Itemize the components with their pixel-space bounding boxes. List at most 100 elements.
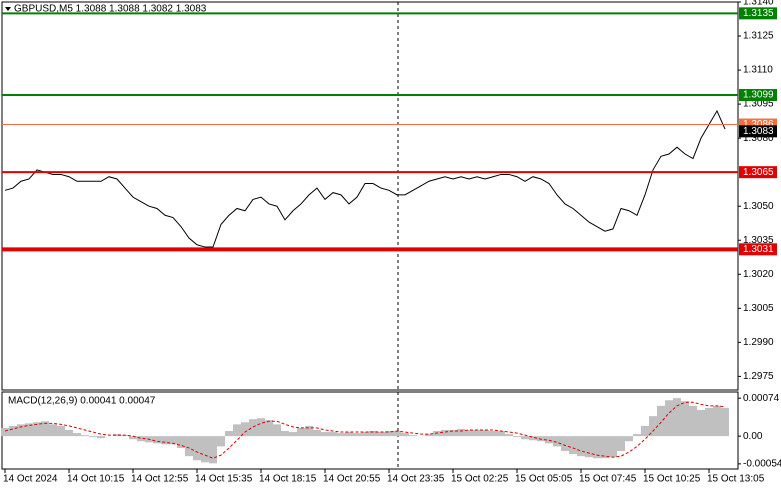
macd-bar bbox=[665, 400, 673, 437]
macd-bar bbox=[353, 433, 361, 437]
macd-bar bbox=[385, 431, 393, 437]
macd-bar bbox=[457, 428, 465, 437]
x-tick-label: 15 Oct 13:05 bbox=[707, 474, 765, 485]
macd-bar bbox=[569, 436, 577, 455]
y-tick-label: 1.3125 bbox=[743, 31, 774, 42]
macd-bar bbox=[529, 436, 537, 441]
macd-bar bbox=[593, 436, 601, 459]
macd-bar bbox=[97, 436, 105, 439]
macd-bar bbox=[617, 436, 625, 452]
level-label: 1.3099 bbox=[743, 90, 774, 101]
macd-bar bbox=[329, 432, 337, 437]
macd-bar bbox=[289, 432, 297, 437]
macd-bar bbox=[481, 429, 489, 437]
macd-bar bbox=[57, 425, 65, 437]
macd-bar bbox=[649, 416, 657, 437]
macd-bar bbox=[705, 407, 713, 437]
level-label: 1.3086 bbox=[743, 119, 774, 130]
macd-bar bbox=[577, 436, 585, 457]
macd-bar bbox=[217, 436, 225, 447]
macd-bar bbox=[337, 433, 345, 437]
macd-bar bbox=[561, 436, 569, 452]
macd-bar bbox=[633, 434, 641, 437]
y-tick-label: 1.3080 bbox=[743, 133, 774, 144]
macd-bar bbox=[129, 436, 137, 440]
macd-bar bbox=[425, 434, 433, 437]
macd-bar bbox=[73, 433, 81, 437]
y-tick-label: -0.00054 bbox=[743, 459, 781, 470]
menu-icon[interactable] bbox=[5, 7, 11, 11]
macd-bar bbox=[177, 436, 185, 448]
x-tick-label: 14 Oct 20:55 bbox=[323, 474, 381, 485]
macd-bar bbox=[641, 425, 649, 437]
y-tick-label: 1.3110 bbox=[743, 65, 773, 76]
x-tick-label: 14 Oct 23:35 bbox=[387, 474, 445, 485]
macd-bar bbox=[273, 424, 281, 437]
macd-bar bbox=[297, 427, 305, 437]
macd-bar bbox=[121, 435, 129, 437]
macd-bar bbox=[241, 422, 249, 437]
macd-bar bbox=[377, 432, 385, 437]
macd-bar bbox=[673, 398, 681, 437]
y-tick-label: 0.00074 bbox=[743, 393, 780, 404]
x-tick-label: 15 Oct 05:05 bbox=[515, 474, 573, 485]
macd-bar bbox=[313, 429, 321, 437]
macd-bar bbox=[521, 436, 529, 440]
y-tick-label: 1.3050 bbox=[743, 201, 774, 212]
macd-bar bbox=[449, 429, 457, 437]
x-tick-label: 15 Oct 07:45 bbox=[579, 474, 637, 485]
macd-bar bbox=[345, 432, 353, 437]
macd-bar bbox=[17, 424, 25, 437]
macd-bar bbox=[65, 429, 73, 437]
macd-bar bbox=[257, 418, 265, 437]
x-tick-label: 14 Oct 15:35 bbox=[195, 474, 253, 485]
macd-bar bbox=[169, 436, 177, 445]
macd-bar bbox=[465, 429, 473, 437]
level-label-box bbox=[739, 89, 777, 102]
macd-bar bbox=[409, 435, 417, 437]
macd-bar bbox=[137, 436, 145, 442]
macd-bar bbox=[601, 436, 609, 459]
macd-bar bbox=[697, 409, 705, 437]
macd-bar bbox=[193, 436, 201, 461]
macd-bar bbox=[433, 431, 441, 437]
y-tick-label: 1.3095 bbox=[743, 99, 774, 110]
level-label: 1.3135 bbox=[743, 8, 774, 19]
macd-bar bbox=[225, 431, 233, 437]
macd-bar bbox=[545, 436, 553, 444]
level-label: 1.3031 bbox=[743, 244, 774, 255]
macd-bar bbox=[113, 434, 121, 437]
macd-bar bbox=[657, 405, 665, 437]
level-label-box bbox=[739, 125, 777, 138]
macd-bar bbox=[609, 436, 617, 458]
x-tick-label: 14 Oct 18:15 bbox=[259, 474, 317, 485]
macd-title: MACD(12,26,9) 0.00041 0.00047 bbox=[8, 396, 156, 407]
macd-bar bbox=[201, 436, 209, 463]
x-tick-label: 15 Oct 10:25 bbox=[643, 474, 701, 485]
macd-bar bbox=[233, 424, 241, 437]
macd-bar bbox=[689, 405, 697, 437]
y-tick-label: 1.2975 bbox=[743, 371, 774, 382]
y-tick-label: 1.3005 bbox=[743, 303, 774, 314]
macd-bar bbox=[41, 421, 49, 437]
level-label-box bbox=[739, 166, 777, 179]
macd-bar bbox=[393, 431, 401, 437]
y-tick-label: 0.00 bbox=[743, 431, 763, 442]
macd-bar bbox=[249, 419, 257, 437]
macd-bar bbox=[25, 423, 33, 437]
macd-bar bbox=[513, 436, 521, 438]
macd-bar bbox=[505, 434, 513, 437]
macd-bar bbox=[305, 425, 313, 437]
signal-line bbox=[4, 401, 726, 459]
x-tick-label: 15 Oct 02:25 bbox=[451, 474, 509, 485]
macd-bar bbox=[49, 424, 57, 437]
macd-bar bbox=[153, 436, 161, 444]
chart-title: GBPUSD,M5 1.3088 1.3088 1.3082 1.3083 bbox=[14, 4, 207, 15]
level-label: 1.3065 bbox=[743, 167, 774, 178]
level-label-box bbox=[739, 118, 777, 131]
x-tick-label: 14 Oct 2024 bbox=[3, 474, 58, 485]
y-tick-label: 1.3140 bbox=[743, 0, 774, 8]
y-tick-label: 1.2990 bbox=[743, 337, 774, 348]
